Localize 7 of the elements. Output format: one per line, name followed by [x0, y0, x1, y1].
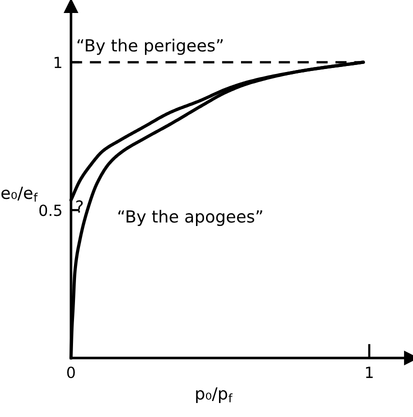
x-axis-title: p₀/p$_{f}$ [196, 387, 233, 403]
annotation: “By the apogees” [118, 210, 262, 226]
y-tick-label: 0.5 [39, 204, 62, 216]
x-tick-label: 0 [67, 366, 75, 378]
annotation: “By the perigees” [78, 38, 223, 55]
y-axis-title: e₀/e$_{f}$ [1, 186, 38, 202]
annotation: ? [76, 200, 83, 213]
